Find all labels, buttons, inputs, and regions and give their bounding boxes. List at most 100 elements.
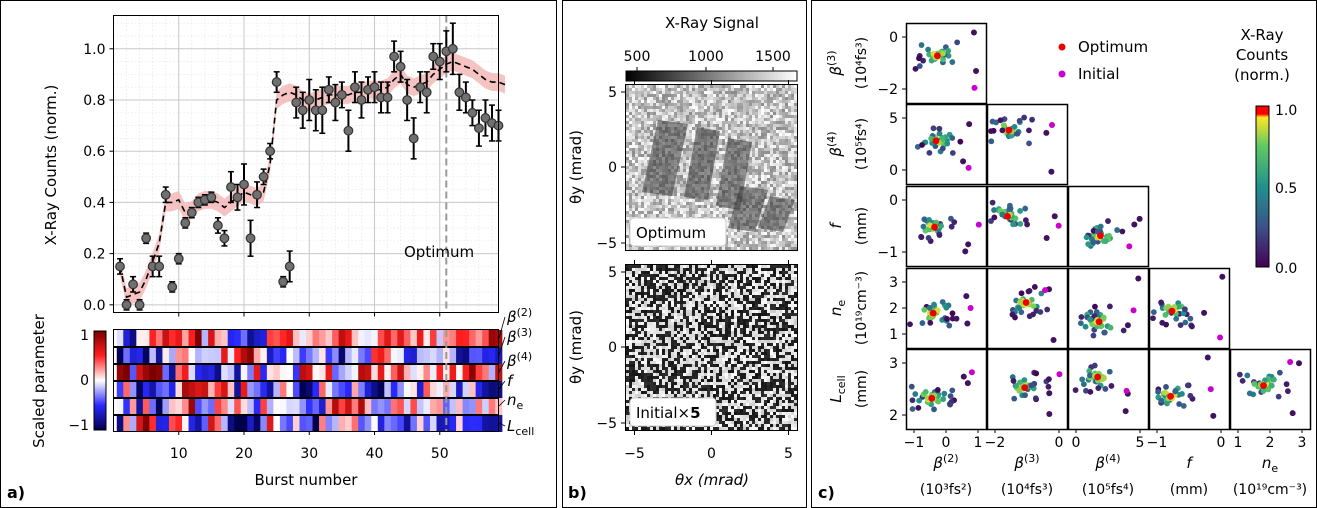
noise-pixel (725, 115, 728, 118)
noise-pixel (671, 271, 674, 274)
noise-pixel (644, 145, 647, 148)
noise-pixel (707, 94, 710, 97)
noise-pixel (635, 283, 638, 286)
noise-pixel (719, 280, 722, 283)
noise-pixel (773, 124, 776, 127)
noise-pixel (626, 151, 629, 154)
noise-pixel (740, 97, 743, 100)
heat-cell (149, 381, 157, 398)
noise-pixel (626, 175, 629, 178)
noise-pixel (629, 142, 632, 145)
noise-pixel (794, 280, 797, 283)
noise-pixel (710, 205, 713, 208)
noise-pixel (656, 289, 659, 292)
noise-pixel (779, 154, 782, 157)
noise-pixel (731, 130, 734, 133)
noise-pixel (770, 136, 773, 139)
noise-pixel (638, 94, 641, 97)
heat-cell (377, 398, 385, 415)
ytick-label: 0.4 (83, 195, 105, 211)
noise-pixel (689, 205, 692, 208)
noise-pixel (641, 169, 644, 172)
noise-pixel (761, 229, 764, 232)
noise-pixel (653, 271, 656, 274)
noise-pixel (653, 193, 656, 196)
heat-cell (221, 364, 229, 381)
noise-pixel (641, 91, 644, 94)
noise-pixel (644, 202, 647, 205)
noise-pixel (650, 202, 653, 205)
noise-pixel (782, 301, 785, 304)
noise-pixel (755, 136, 758, 139)
noise-pixel (689, 136, 692, 139)
noise-pixel (695, 91, 698, 94)
noise-pixel (626, 265, 629, 268)
noise-pixel (785, 229, 788, 232)
noise-pixel (647, 298, 650, 301)
noise-pixel (716, 109, 719, 112)
noise-pixel (734, 115, 737, 118)
noise-pixel (641, 109, 644, 112)
noise-pixel (659, 214, 662, 217)
heat-cell (403, 364, 412, 381)
noise-pixel (743, 235, 746, 238)
noise-pixel (716, 184, 719, 187)
noise-pixel (650, 214, 653, 217)
noise-pixel (767, 298, 770, 301)
noise-pixel (758, 283, 761, 286)
noise-pixel (761, 214, 764, 217)
noise-pixel (701, 310, 704, 313)
crystal-shadow (758, 196, 795, 232)
noise-pixel (719, 148, 722, 151)
noise-pixel (662, 307, 665, 310)
noise-pixel (761, 157, 764, 160)
noise-pixel (740, 310, 743, 313)
noise-pixel (635, 274, 638, 277)
noise-pixel (626, 220, 629, 223)
noise-pixel (689, 145, 692, 148)
noise-pixel (629, 163, 632, 166)
heat-cell (443, 398, 451, 415)
noise-pixel (725, 208, 728, 211)
noise-pixel (737, 88, 740, 91)
noise-pixel (662, 277, 665, 280)
noise-pixel (650, 247, 653, 250)
xtick-label: 20 (235, 446, 253, 462)
heat-cell (403, 381, 412, 398)
noise-pixel (758, 166, 761, 169)
param-row-label-name: n (507, 391, 517, 409)
noise-pixel (710, 214, 713, 217)
noise-pixel (785, 94, 788, 97)
noise-pixel (671, 292, 674, 295)
noise-pixel (683, 283, 686, 286)
noise-pixel (764, 184, 767, 187)
noise-pixel (719, 127, 722, 130)
noise-pixel (680, 292, 683, 295)
noise-pixel (767, 271, 770, 274)
noise-pixel (752, 94, 755, 97)
noise-pixel (761, 145, 764, 148)
noise-pixel (638, 205, 641, 208)
noise-pixel (749, 166, 752, 169)
noise-pixel (671, 304, 674, 307)
noise-pixel (644, 157, 647, 160)
noise-pixel (761, 106, 764, 109)
noise-pixel (701, 280, 704, 283)
noise-pixel (668, 115, 671, 118)
noise-pixel (791, 103, 794, 106)
noise-pixel (743, 274, 746, 277)
noise-pixel (773, 310, 776, 313)
noise-pixel (785, 145, 788, 148)
noise-pixel (791, 115, 794, 118)
heat-cell (338, 381, 346, 398)
noise-pixel (647, 289, 650, 292)
noise-pixel (683, 118, 686, 121)
noise-pixel (716, 181, 719, 184)
noise-pixel (785, 280, 788, 283)
noise-pixel (767, 106, 770, 109)
noise-pixel (791, 121, 794, 124)
noise-pixel (764, 163, 767, 166)
noise-pixel (638, 274, 641, 277)
noise-pixel (665, 97, 668, 100)
noise-pixel (644, 136, 647, 139)
